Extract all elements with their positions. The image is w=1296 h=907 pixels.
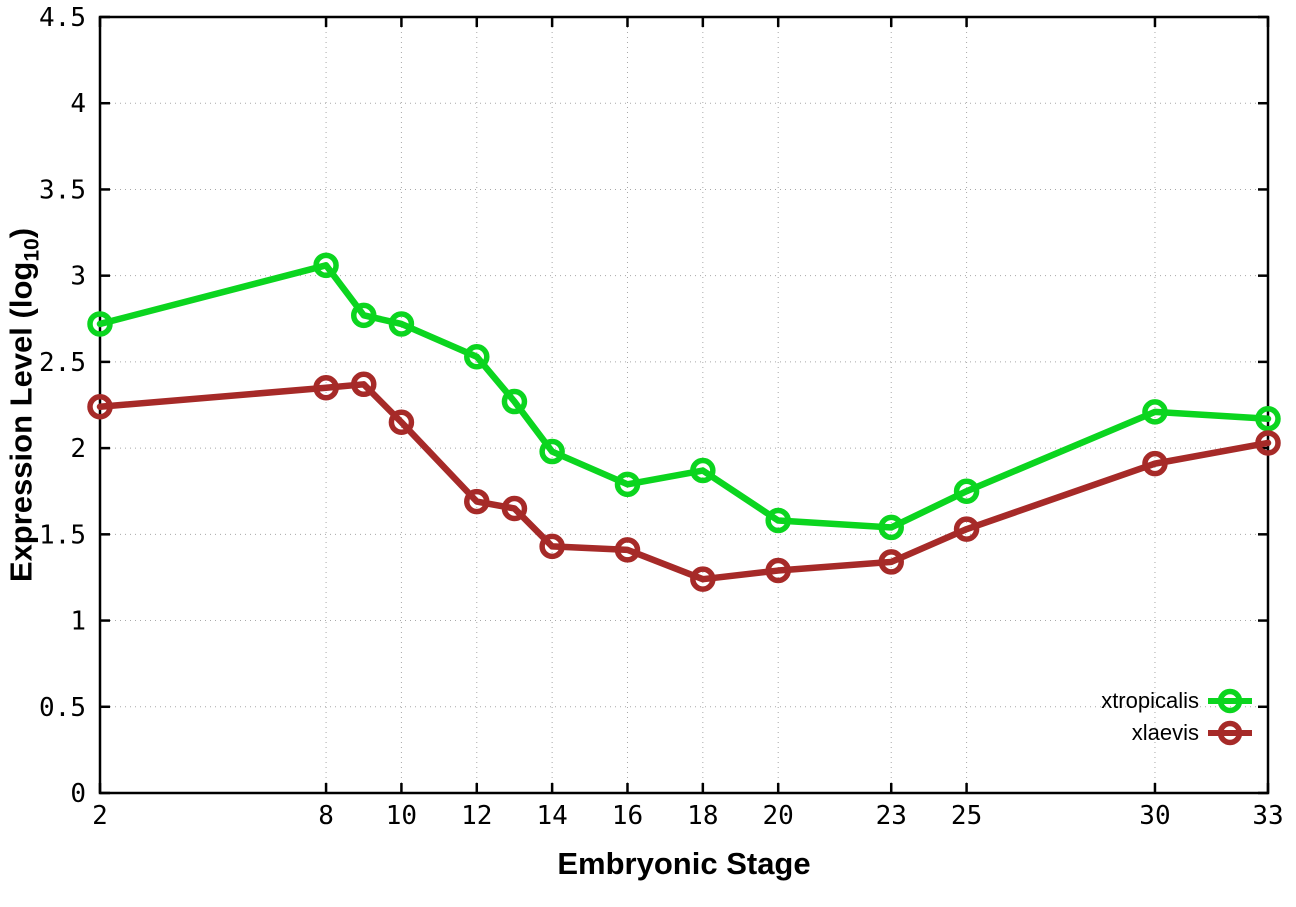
data-point-xtropicalis [501, 388, 528, 415]
data-point-xtropicalis [690, 457, 716, 484]
data-point-xtropicalis [1142, 399, 1168, 425]
legend-sample-xtropicalis [1208, 688, 1252, 714]
data-point-xlaevis [501, 495, 528, 522]
data-point-xlaevis [614, 537, 641, 563]
legend-marker-xtropicalis [1207, 686, 1253, 716]
y-tick-label: 2 [70, 434, 86, 464]
x-tick-label: 8 [318, 801, 334, 831]
data-point-xtropicalis [87, 311, 113, 337]
data-point-xtropicalis [1255, 406, 1281, 432]
data-point-xlaevis [464, 488, 490, 515]
data-point-xlaevis [350, 371, 377, 398]
series-line-xtropicalis [96, 262, 1272, 531]
x-tick-label: 20 [763, 801, 794, 831]
x-axis-label: Embryonic Stage [557, 846, 811, 881]
y-axis-label: Expression Level (log10) [3, 228, 44, 582]
x-tick-label: 18 [687, 801, 718, 831]
data-point-xtropicalis [878, 514, 904, 541]
legend-item-xlaevis: xlaevis [1132, 718, 1253, 748]
legend-label-xlaevis: xlaevis [1131, 720, 1199, 745]
data-point-xlaevis [953, 516, 980, 542]
y-axis-label-suffix: ) [3, 227, 39, 239]
y-tick-label: 3 [70, 262, 86, 292]
data-point-xtropicalis [953, 478, 980, 504]
legend-sample-xlaevis [1208, 720, 1252, 746]
data-point-xlaevis [690, 566, 716, 592]
x-tick-label: 33 [1252, 801, 1283, 831]
data-point-xlaevis [878, 549, 904, 575]
data-point-xtropicalis [350, 302, 377, 329]
data-point-xlaevis [388, 409, 415, 435]
data-point-xtropicalis [539, 438, 565, 465]
data-point-xlaevis [539, 533, 565, 560]
plot-border [98, 15, 1270, 795]
data-point-xtropicalis [614, 471, 641, 498]
y-tick-label: 2.5 [39, 348, 86, 378]
y-tick-label: 4.5 [39, 3, 86, 33]
y-axis-label-subscript: 10 [20, 238, 44, 262]
legend-label-xtropicalis: xtropicalis [1101, 688, 1199, 713]
data-point-xlaevis [1255, 430, 1281, 456]
data-point-xtropicalis [313, 252, 339, 279]
x-tick-label: 14 [536, 801, 567, 831]
y-tick-label: 0.5 [39, 693, 86, 723]
legend: xtropicalis xlaevis [1101, 686, 1253, 748]
data-point-xlaevis [765, 557, 791, 584]
x-tick-label: 30 [1139, 801, 1170, 831]
y-tick-label: 4 [70, 89, 86, 119]
legend-marker-xlaevis [1207, 718, 1253, 748]
data-point-xlaevis [87, 393, 113, 420]
x-tick-label: 2 [92, 801, 108, 831]
y-tick-label: 0 [70, 779, 86, 809]
data-point-xlaevis [313, 375, 339, 401]
x-tick-label: 23 [876, 801, 907, 831]
y-axis-label-text: Expression Level (log [3, 261, 39, 583]
y-tick-label: 1.5 [39, 520, 86, 550]
data-point-xtropicalis [388, 311, 415, 337]
series-line-xlaevis [96, 381, 1272, 583]
data-point-xtropicalis [765, 507, 791, 534]
data-point-xtropicalis [464, 343, 490, 370]
x-tick-label: 16 [612, 801, 643, 831]
x-tick-label: 25 [951, 801, 982, 831]
x-tick-label: 12 [461, 801, 492, 831]
x-tick-label: 10 [386, 801, 417, 831]
y-tick-label: 3.5 [39, 175, 86, 205]
legend-item-xtropicalis: xtropicalis [1101, 686, 1253, 716]
y-tick-label: 1 [70, 607, 86, 637]
data-point-xlaevis [1142, 450, 1168, 477]
